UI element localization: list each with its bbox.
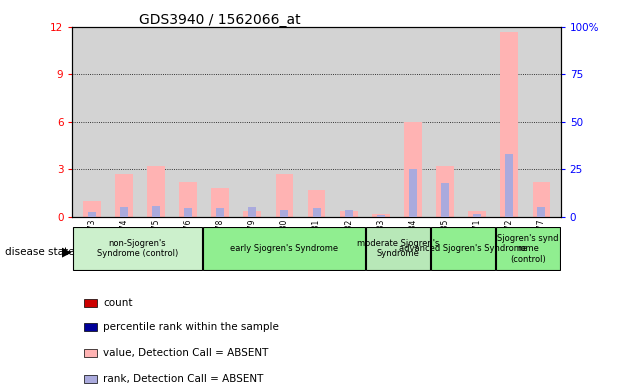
- Bar: [115, 174, 133, 217]
- Bar: [248, 207, 256, 217]
- Text: rank, Detection Call = ABSENT: rank, Detection Call = ABSENT: [103, 374, 263, 384]
- Bar: [505, 154, 513, 217]
- Text: count: count: [103, 298, 132, 308]
- Bar: [147, 166, 165, 217]
- Text: disease state: disease state: [5, 247, 74, 257]
- Bar: [73, 227, 202, 270]
- Bar: [532, 182, 550, 217]
- Bar: [84, 375, 98, 383]
- Bar: [84, 349, 98, 357]
- Bar: [372, 214, 389, 217]
- Text: non-Sjogren's
Syndrome (control): non-Sjogren's Syndrome (control): [97, 239, 178, 258]
- Bar: [88, 212, 96, 217]
- Bar: [468, 212, 486, 217]
- Text: value, Detection Call = ABSENT: value, Detection Call = ABSENT: [103, 348, 268, 358]
- Bar: [275, 174, 294, 217]
- Bar: [537, 207, 546, 217]
- Bar: [83, 201, 101, 217]
- Bar: [431, 227, 495, 270]
- Text: advanced Sjogren's Syndrome: advanced Sjogren's Syndrome: [399, 244, 527, 253]
- Bar: [312, 209, 321, 217]
- Bar: [120, 207, 128, 217]
- Bar: [409, 169, 417, 217]
- Bar: [436, 166, 454, 217]
- Bar: [216, 209, 224, 217]
- Bar: [212, 189, 229, 217]
- Bar: [473, 214, 481, 217]
- Bar: [84, 299, 98, 307]
- Text: percentile rank within the sample: percentile rank within the sample: [103, 322, 279, 332]
- Bar: [366, 227, 430, 270]
- Bar: [203, 227, 365, 270]
- Bar: [244, 211, 261, 217]
- Bar: [307, 190, 326, 217]
- Bar: [184, 209, 192, 217]
- Text: early Sjogren's Syndrome: early Sjogren's Syndrome: [230, 244, 338, 253]
- Text: GDS3940 / 1562066_at: GDS3940 / 1562066_at: [139, 13, 301, 27]
- Bar: [377, 215, 385, 217]
- Bar: [404, 122, 421, 217]
- Bar: [84, 323, 98, 331]
- Text: moderate Sjogren's
Syndrome: moderate Sjogren's Syndrome: [357, 239, 439, 258]
- Bar: [441, 183, 449, 217]
- Bar: [340, 212, 358, 217]
- Bar: [500, 31, 518, 217]
- Bar: [152, 205, 160, 217]
- Bar: [280, 210, 289, 217]
- Text: Sjogren's synd
rome
(control): Sjogren's synd rome (control): [498, 234, 559, 263]
- Bar: [345, 210, 353, 217]
- Bar: [496, 227, 560, 270]
- Text: ▶: ▶: [62, 245, 71, 258]
- Bar: [180, 182, 197, 217]
